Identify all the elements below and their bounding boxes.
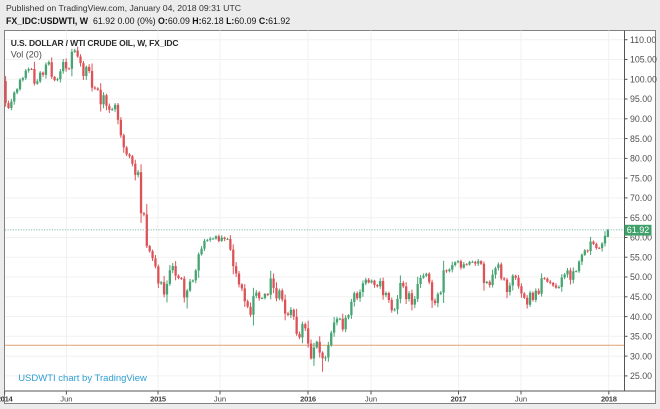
svg-text:USDWTI chart by TradingView: USDWTI chart by TradingView (18, 373, 147, 384)
svg-text:61.92: 61.92 (627, 225, 650, 235)
svg-text:60.00: 60.00 (630, 233, 652, 243)
svg-text:80.00: 80.00 (630, 154, 652, 164)
svg-text:70.00: 70.00 (630, 193, 652, 203)
svg-text:95.00: 95.00 (630, 94, 652, 104)
svg-text:25.00: 25.00 (630, 371, 652, 381)
svg-text:85.00: 85.00 (630, 134, 652, 144)
svg-text:50.00: 50.00 (630, 272, 652, 282)
svg-text:2018: 2018 (601, 395, 617, 404)
svg-text:2015: 2015 (150, 395, 167, 404)
svg-text:65.00: 65.00 (630, 213, 652, 223)
svg-text:Jun: Jun (214, 395, 226, 404)
svg-text:Jun: Jun (60, 395, 72, 404)
svg-text:35.00: 35.00 (630, 332, 652, 342)
svg-text:U.S. DOLLAR / WTI CRUDE OIL, W: U.S. DOLLAR / WTI CRUDE OIL, W, FX_IDC (11, 38, 179, 48)
svg-text:100.00: 100.00 (630, 75, 657, 85)
svg-text:Jun: Jun (365, 395, 377, 404)
svg-text:90.00: 90.00 (630, 114, 652, 124)
svg-text:2017: 2017 (451, 395, 467, 404)
svg-text:2014: 2014 (0, 395, 14, 404)
svg-text:40.00: 40.00 (630, 312, 652, 322)
svg-text:Jun: Jun (515, 395, 527, 404)
svg-text:2016: 2016 (300, 395, 316, 404)
svg-text:30.00: 30.00 (630, 351, 652, 361)
svg-text:55.00: 55.00 (630, 252, 652, 262)
svg-text:105.00: 105.00 (630, 55, 657, 65)
svg-text:Vol (20): Vol (20) (11, 50, 42, 60)
svg-text:45.00: 45.00 (630, 292, 652, 302)
svg-text:75.00: 75.00 (630, 173, 652, 183)
svg-text:110.00: 110.00 (630, 35, 656, 45)
